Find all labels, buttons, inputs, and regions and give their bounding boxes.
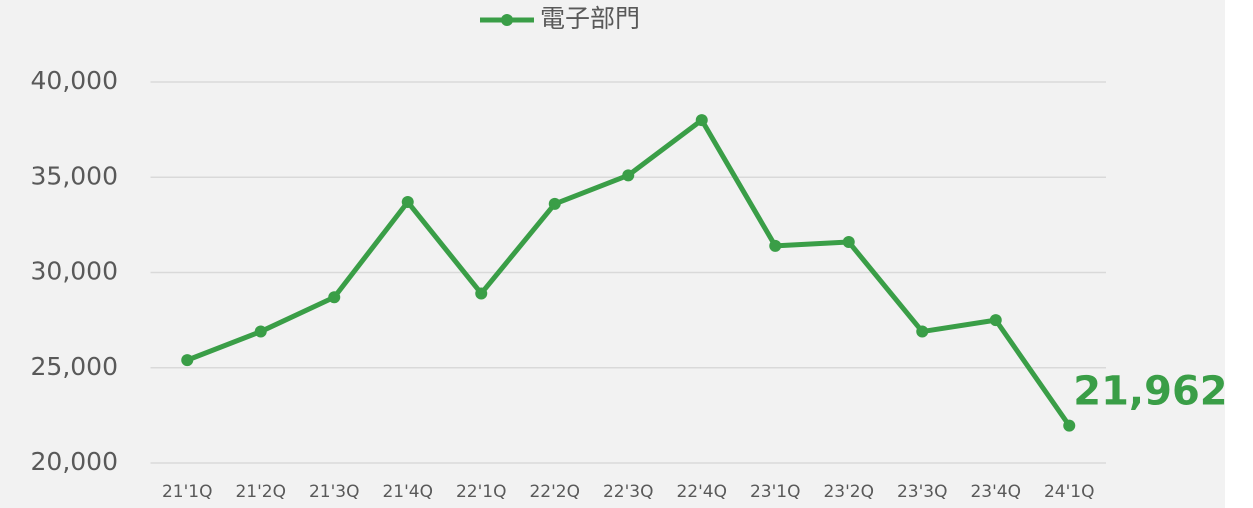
- data-point: [254, 325, 267, 338]
- data-point: [181, 354, 194, 367]
- x-tick-label: 21'4Q: [382, 482, 433, 502]
- y-tick-label: 20,000: [31, 447, 118, 476]
- chart-background: [0, 0, 1225, 508]
- data-point: [622, 169, 635, 182]
- y-tick-label: 30,000: [31, 257, 118, 286]
- legend-label: 電子部門: [540, 4, 640, 33]
- x-tick-label: 23'3Q: [897, 482, 948, 502]
- data-label: 21,962: [1073, 369, 1227, 415]
- x-tick-label: 22'4Q: [676, 482, 727, 502]
- x-tick-label: 22'1Q: [456, 482, 507, 502]
- data-point: [916, 325, 929, 338]
- y-tick-label: 35,000: [31, 161, 118, 190]
- data-point: [475, 287, 488, 300]
- x-tick-label: 21'2Q: [235, 482, 286, 502]
- data-point: [695, 114, 708, 127]
- data-point: [769, 239, 782, 252]
- y-tick-label: 40,000: [31, 66, 118, 95]
- data-point: [1063, 419, 1076, 432]
- data-point: [548, 197, 561, 210]
- y-tick-label: 25,000: [31, 352, 118, 381]
- x-tick-label: 21'1Q: [162, 482, 213, 502]
- x-tick-label: 23'1Q: [750, 482, 801, 502]
- data-point: [328, 291, 341, 304]
- x-tick-label: 23'2Q: [823, 482, 874, 502]
- x-tick-label: 22'3Q: [603, 482, 654, 502]
- data-point: [842, 236, 855, 249]
- legend-marker: [501, 14, 513, 26]
- x-tick-label: 23'4Q: [970, 482, 1021, 502]
- x-tick-label: 21'3Q: [309, 482, 360, 502]
- x-tick-label: 22'2Q: [529, 482, 580, 502]
- data-point: [989, 314, 1002, 327]
- x-tick-label: 24'1Q: [1044, 482, 1095, 502]
- data-point: [401, 196, 414, 209]
